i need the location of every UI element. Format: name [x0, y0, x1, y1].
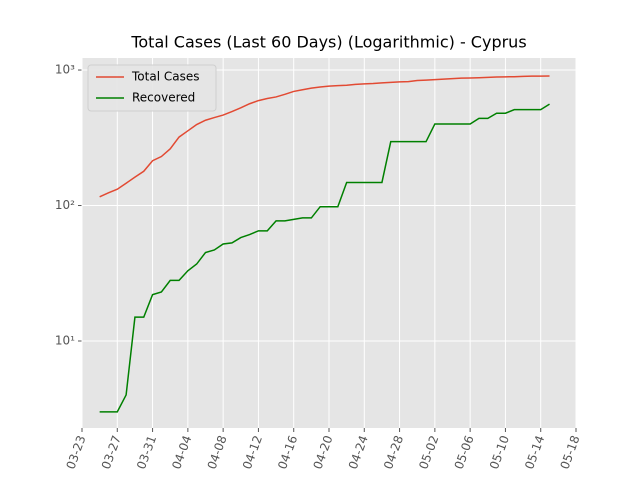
chart-title: Total Cases (Last 60 Days) (Logarithmic)…: [130, 33, 526, 52]
legend-label: Recovered: [132, 91, 195, 105]
y-tick-label: 10²: [55, 198, 75, 212]
line-series: [99, 103, 550, 413]
legend: Total Cases Recovered: [87, 64, 217, 112]
line-series: [99, 75, 550, 198]
y-tick-label: 10¹: [55, 334, 75, 348]
y-tick-label: 10³: [55, 63, 75, 77]
legend-label: Total Cases: [131, 70, 199, 84]
